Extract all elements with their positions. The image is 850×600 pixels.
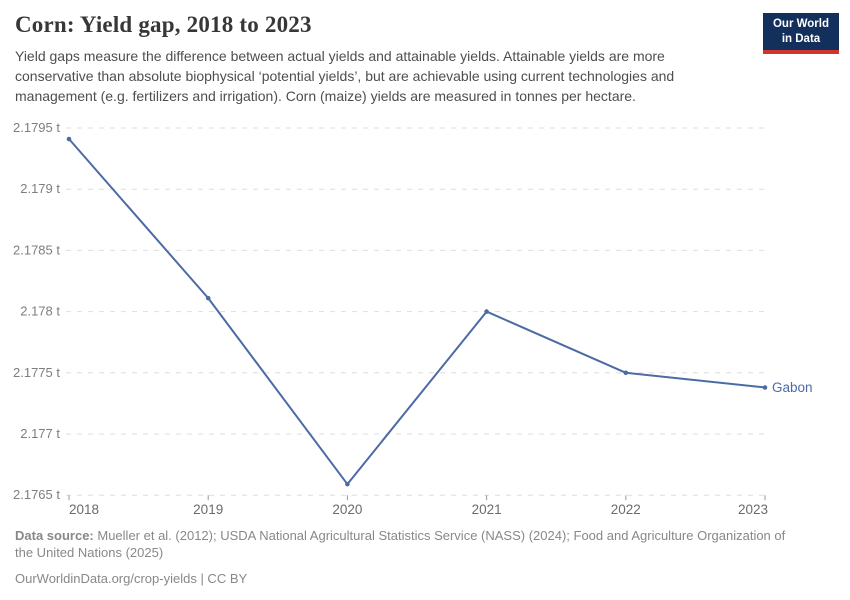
y-tick-label: 2.1775 t — [13, 365, 60, 380]
y-tick-label: 2.179 t — [20, 181, 60, 196]
data-point — [484, 309, 489, 314]
y-tick-label: 2.1795 t — [13, 120, 60, 135]
chart-subtitle: Yield gaps measure the difference betwee… — [15, 48, 675, 104]
x-tick-label: 2023 — [738, 502, 768, 517]
y-tick-label: 2.177 t — [20, 426, 60, 441]
chart-area: 2.1795 t 2.179 t 2.1785 t 2.178 t 2.1775 t 2.… — [0, 110, 850, 525]
chart-header: Corn: Yield gap, 2018 to 2023 Yield gaps… — [15, 12, 755, 107]
y-tick-label: 2.1765 t — [13, 487, 60, 502]
x-tick-label: 2020 — [332, 502, 362, 517]
data-point — [623, 370, 629, 376]
data-source-label: Data source: — [15, 528, 94, 543]
owid-logo: Our World in Data — [763, 13, 839, 54]
x-tick-label: 2019 — [193, 502, 223, 517]
chart-svg: 2.1795 t 2.179 t 2.1785 t 2.178 t 2.1775 t 2.… — [13, 120, 813, 517]
license-line: OurWorldinData.org/crop-yields | CC BY — [15, 570, 248, 586]
data-point — [205, 295, 211, 301]
page-title: Corn: Yield gap, 2018 to 2023 — [15, 12, 312, 37]
y-tick-label: 2.1785 t — [13, 242, 60, 257]
data-source-text: Mueller et al. (2012); USDA National Agr… — [15, 528, 786, 560]
x-tick-label: 2022 — [611, 502, 641, 517]
data-point — [345, 481, 350, 487]
y-tick-label: 2.178 t — [20, 304, 60, 319]
data-source-line: Data source: Mueller et al. (2012); USDA… — [15, 528, 805, 562]
data-point — [762, 385, 768, 390]
series-end-label: Gabon — [772, 380, 813, 395]
data-line — [68, 138, 766, 486]
x-tick-label: 2018 — [69, 502, 99, 517]
chart-footer: Data source: Mueller et al. (2012); USDA… — [15, 528, 805, 588]
data-point — [66, 136, 72, 142]
owid-logo-line2: in Data — [781, 32, 821, 45]
owid-logo-line1: Our World — [772, 18, 829, 30]
x-tick-label: 2021 — [472, 502, 502, 517]
